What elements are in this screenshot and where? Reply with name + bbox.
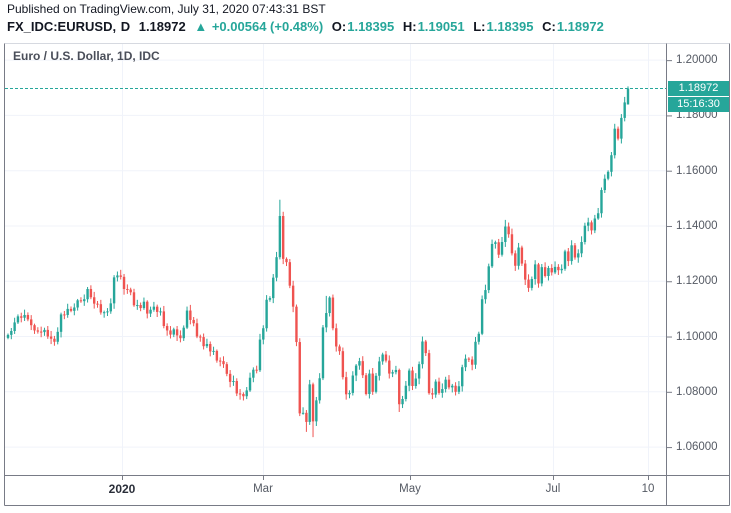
symbol-interval[interactable]: D (120, 19, 131, 34)
symbol-name[interactable]: FX_IDC:EURUSD, (7, 19, 117, 34)
price-tick-label: 1.20000 (676, 54, 718, 67)
time-tick-label: Jul (545, 483, 561, 495)
symbol-change: +0.00564 (+0.48%) (211, 19, 324, 34)
time-tick-label: 10 (641, 483, 655, 495)
symbol-legend: FX_IDC:EURUSD, D 1.18972 ▲ +0.00564 (+0.… (7, 19, 604, 34)
price-tick-label: 1.16000 (676, 164, 718, 177)
price-tick-label: 1.08000 (676, 385, 718, 398)
price-tick-label: 1.18000 (676, 109, 718, 122)
chart-pane-title: Euro / U.S. Dollar, 1D, IDC (13, 49, 160, 63)
open-value: 1.18395 (347, 19, 395, 34)
time-tick-label: 2020 (108, 482, 136, 496)
price-tick-label: 1.12000 (676, 275, 718, 288)
high-value: 1.19051 (417, 19, 465, 34)
last-price-tag: 1.18972 (668, 81, 729, 96)
bar-countdown-tag: 15:16:30 (668, 97, 729, 112)
price-tick-label: 1.10000 (676, 330, 718, 343)
up-arrow-icon: ▲ (194, 19, 208, 34)
time-tick-label: Mar (253, 483, 273, 495)
low-label: L: (473, 19, 486, 34)
low-value: 1.18395 (486, 19, 534, 34)
time-tick-label: May (399, 483, 421, 495)
chart-pane[interactable] (5, 43, 667, 475)
close-label: C: (542, 19, 556, 34)
price-tick-label: 1.14000 (676, 219, 718, 232)
price-tick-label: 1.06000 (676, 441, 718, 454)
candle-series (6, 86, 630, 438)
published-line: Published on TradingView.com, July 31, 2… (7, 2, 326, 16)
open-label: O: (331, 19, 347, 34)
high-label: H: (402, 19, 417, 34)
symbol-last-price: 1.18972 (138, 19, 186, 34)
close-value: 1.18972 (556, 19, 604, 34)
